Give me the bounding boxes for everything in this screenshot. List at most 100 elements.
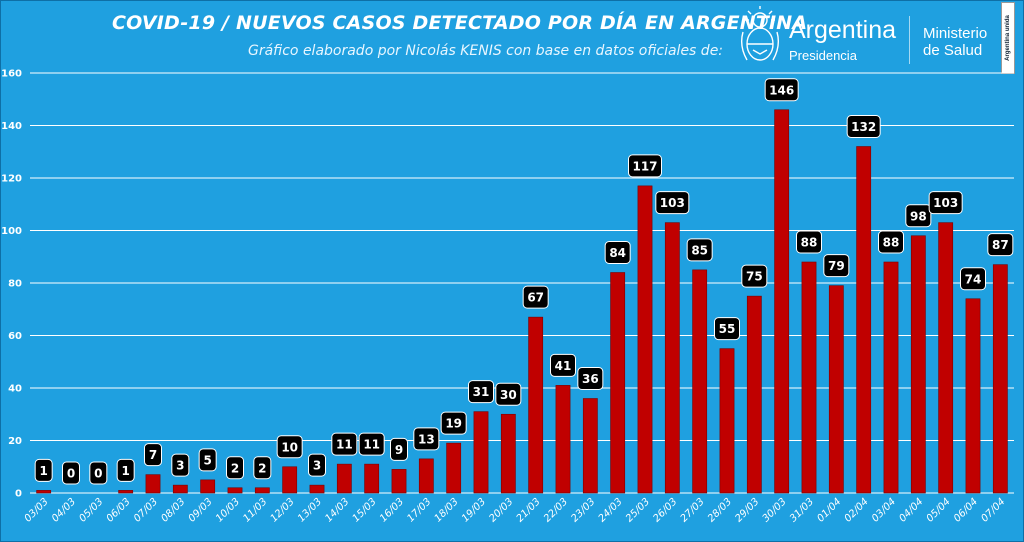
data-label: 85 <box>691 243 708 257</box>
x-tick-label: 05/03 <box>77 496 105 524</box>
bar <box>446 442 462 494</box>
x-tick-label: 13/03 <box>296 496 324 524</box>
data-label-box <box>144 443 162 467</box>
x-tick-label: 31/03 <box>788 496 816 524</box>
logo-divider <box>909 16 910 64</box>
data-label-box <box>226 456 244 480</box>
data-label-box <box>846 115 881 138</box>
data-label-box <box>495 382 522 406</box>
data-label-box <box>905 204 932 228</box>
data-label: 55 <box>719 322 736 336</box>
data-label: 1 <box>121 464 129 478</box>
bar <box>746 295 762 494</box>
bar <box>637 185 653 494</box>
data-label-box <box>686 238 713 262</box>
x-tick-label: 03/04 <box>870 496 898 524</box>
x-tick-label: 27/03 <box>679 496 707 524</box>
x-tick-label: 25/03 <box>624 496 652 524</box>
data-label: 30 <box>500 388 517 402</box>
bar <box>473 411 489 494</box>
x-tick-label: 07/03 <box>132 496 160 524</box>
data-label: 88 <box>883 236 900 250</box>
data-label-box <box>628 154 662 178</box>
bar <box>828 285 844 494</box>
argentina-logo: Argentina Presidencia Ministerio de Salu… <box>737 2 1015 74</box>
data-label: 103 <box>933 196 958 210</box>
x-tick-label: 15/03 <box>351 496 379 524</box>
bar <box>282 466 298 494</box>
x-tick-label: 09/03 <box>187 496 215 524</box>
data-label-box <box>577 367 604 390</box>
bar <box>528 316 544 494</box>
x-tick-label: 06/04 <box>952 496 980 524</box>
bar <box>719 348 735 494</box>
data-label-box <box>116 458 135 482</box>
data-label: 87 <box>992 238 1009 252</box>
data-label-box <box>62 461 80 485</box>
data-label-box <box>823 254 850 278</box>
ministerio-line-1: Ministerio <box>923 25 988 42</box>
x-tick-label: 26/03 <box>651 496 679 524</box>
data-label: 84 <box>609 246 626 260</box>
x-tick-label: 12/03 <box>269 496 297 524</box>
bar <box>418 458 434 494</box>
data-label-box <box>89 461 108 485</box>
bar <box>36 490 52 494</box>
x-tick-label: 06/03 <box>105 496 133 524</box>
data-label: 1 <box>39 464 47 478</box>
x-tick-label: 10/03 <box>214 496 242 524</box>
data-label: 41 <box>555 359 572 373</box>
bar <box>610 272 626 494</box>
bar <box>692 269 708 494</box>
x-tick-label: 01/04 <box>815 496 843 524</box>
bar <box>145 474 161 494</box>
x-tick-label: 21/03 <box>515 496 543 524</box>
ministerio-line-2: de Salud <box>923 42 983 59</box>
y-tick-label: 40 <box>8 384 22 395</box>
bar <box>965 298 981 494</box>
data-label-box <box>390 437 408 461</box>
x-tick-label: 18/03 <box>433 496 461 524</box>
data-label-box <box>308 453 326 477</box>
data-label: 11 <box>363 438 380 452</box>
y-tick-label: 0 <box>15 489 22 500</box>
data-label-box <box>276 435 303 459</box>
x-tick-label: 19/03 <box>460 496 488 524</box>
bar <box>200 479 216 494</box>
data-label: 19 <box>445 417 462 431</box>
data-label: 36 <box>582 372 599 386</box>
data-label-box <box>655 191 690 215</box>
x-tick-label: 11/03 <box>241 496 269 524</box>
data-label-box <box>960 267 986 291</box>
data-label: 103 <box>660 196 685 210</box>
x-tick-label: 29/03 <box>733 496 761 524</box>
bar <box>500 413 516 494</box>
data-label-box <box>878 230 904 254</box>
argentina-wordmark: Argentina <box>789 16 897 44</box>
bar <box>910 235 926 494</box>
gridlines <box>30 72 1014 494</box>
data-label: 0 <box>67 467 75 481</box>
y-tick-label: 120 <box>1 174 22 185</box>
bar <box>309 484 325 494</box>
x-tick-label: 02/04 <box>843 496 871 524</box>
data-label: 67 <box>527 291 544 305</box>
bar <box>172 484 188 494</box>
data-label-box <box>522 285 549 309</box>
bar <box>364 463 380 494</box>
data-label-box <box>764 78 799 102</box>
x-tick-label: 23/03 <box>569 496 597 524</box>
bar <box>938 222 954 494</box>
data-label: 9 <box>395 443 403 457</box>
data-label: 117 <box>632 159 657 173</box>
data-label-box <box>413 427 440 451</box>
x-tick-label: 20/03 <box>487 496 515 524</box>
data-label: 10 <box>281 440 298 454</box>
x-tick-label: 28/03 <box>706 496 734 524</box>
x-tick-label: 30/03 <box>761 496 789 524</box>
data-label: 11 <box>336 438 353 452</box>
y-tick-label: 20 <box>8 436 22 447</box>
data-label: 2 <box>258 461 266 475</box>
bar <box>582 398 598 494</box>
